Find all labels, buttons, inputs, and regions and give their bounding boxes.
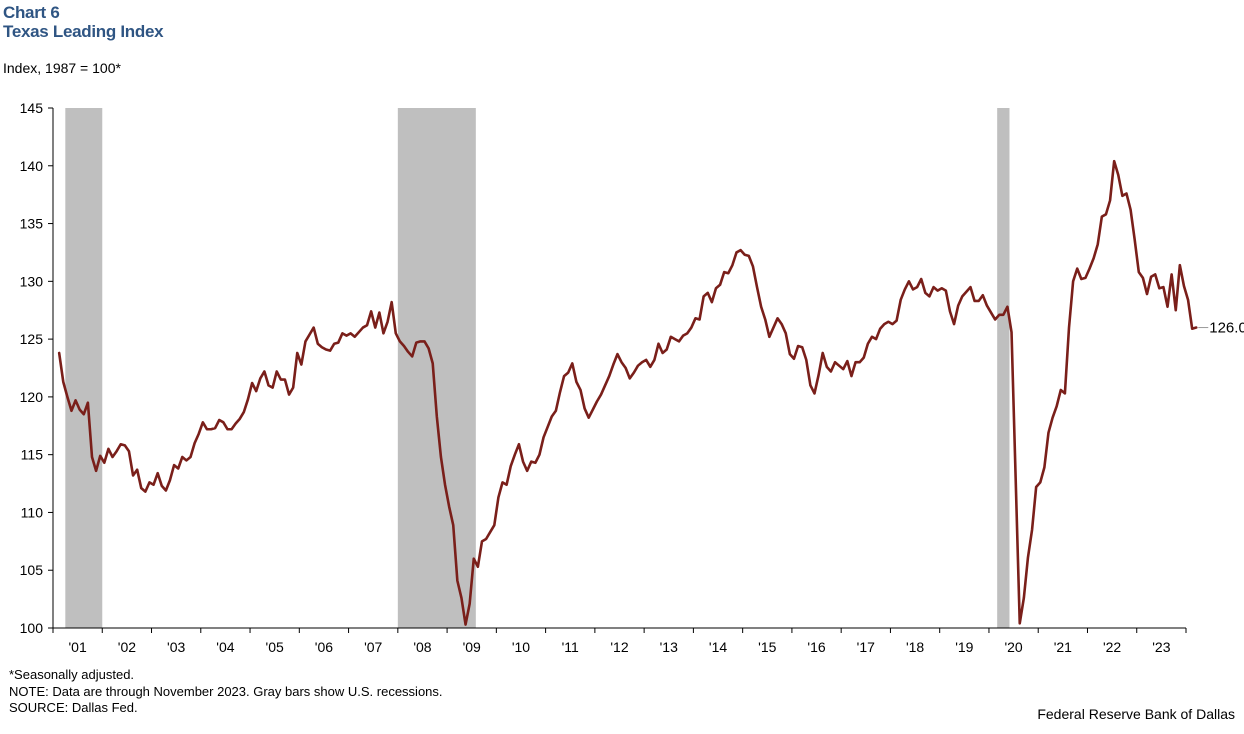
x-tick-label: '12 [610,639,628,655]
series-line-texas-leading-index [57,159,1198,626]
y-axis-unit-label: Index, 1987 = 100* [3,60,121,76]
y-tick-label: 130 [20,273,44,289]
x-tick-label: '09 [463,639,481,655]
footnote-source: SOURCE: Dallas Fed. [9,700,138,715]
x-tick-label: '16 [807,639,825,655]
x-tick-label: '02 [118,639,136,655]
y-tick-label: 125 [20,331,44,347]
footnote-seasonal: *Seasonally adjusted. [9,667,135,682]
credit-line: Federal Reserve Bank of Dallas [1037,706,1235,722]
recession-bar-2 [397,108,476,628]
x-tick-label: '23 [1152,639,1170,655]
recession-bars [65,108,1010,628]
y-tick-label: 100 [20,620,44,636]
x-tick-label: '14 [709,639,727,655]
chart-title: Texas Leading Index [3,22,164,41]
y-tick-label: 140 [20,158,44,174]
x-tick-label: '15 [758,639,776,655]
x-tick-label: '13 [660,639,678,655]
x-tick-label: '03 [167,639,185,655]
y-tick-label: 145 [20,100,44,116]
x-tick-label: '17 [857,639,875,655]
axes [52,108,1186,629]
x-tick-label: '10 [512,639,530,655]
y-tick-label: 105 [20,562,44,578]
footnote-note: NOTE: Data are through November 2023. Gr… [9,684,443,699]
y-tick-label: 115 [21,447,44,463]
y-tick-label: 110 [21,504,44,520]
recession-bar-1 [65,108,103,628]
x-tick-label: '06 [315,639,333,655]
x-tick-label: '22 [1103,639,1121,655]
x-tick-label: '04 [216,639,234,655]
x-tick-label: '21 [1054,639,1072,655]
y-tick-label: 120 [20,389,44,405]
chart-number: Chart 6 [3,3,60,22]
x-tick-label: '20 [1004,639,1022,655]
x-tick-label: '18 [906,639,924,655]
end-value-label: 126.0 [1209,320,1244,337]
x-tick-label: '11 [562,639,579,655]
y-axis-ticks: 100 105 110 115 120 125 130 135 140 145 [20,100,53,636]
x-tick-label: '07 [364,639,382,655]
recession-bar-3 [997,108,1010,628]
x-axis-ticks: '01 '02 '03 '04 '05 '06 '07 '08 '09 '10 '11 '12 '13 '… [52,628,1187,655]
x-tick-label: '01 [69,639,87,655]
x-tick-label: '05 [266,639,284,655]
x-tick-label: '08 [413,639,431,655]
x-tick-label: '19 [955,639,973,655]
y-tick-label: 135 [20,216,44,232]
